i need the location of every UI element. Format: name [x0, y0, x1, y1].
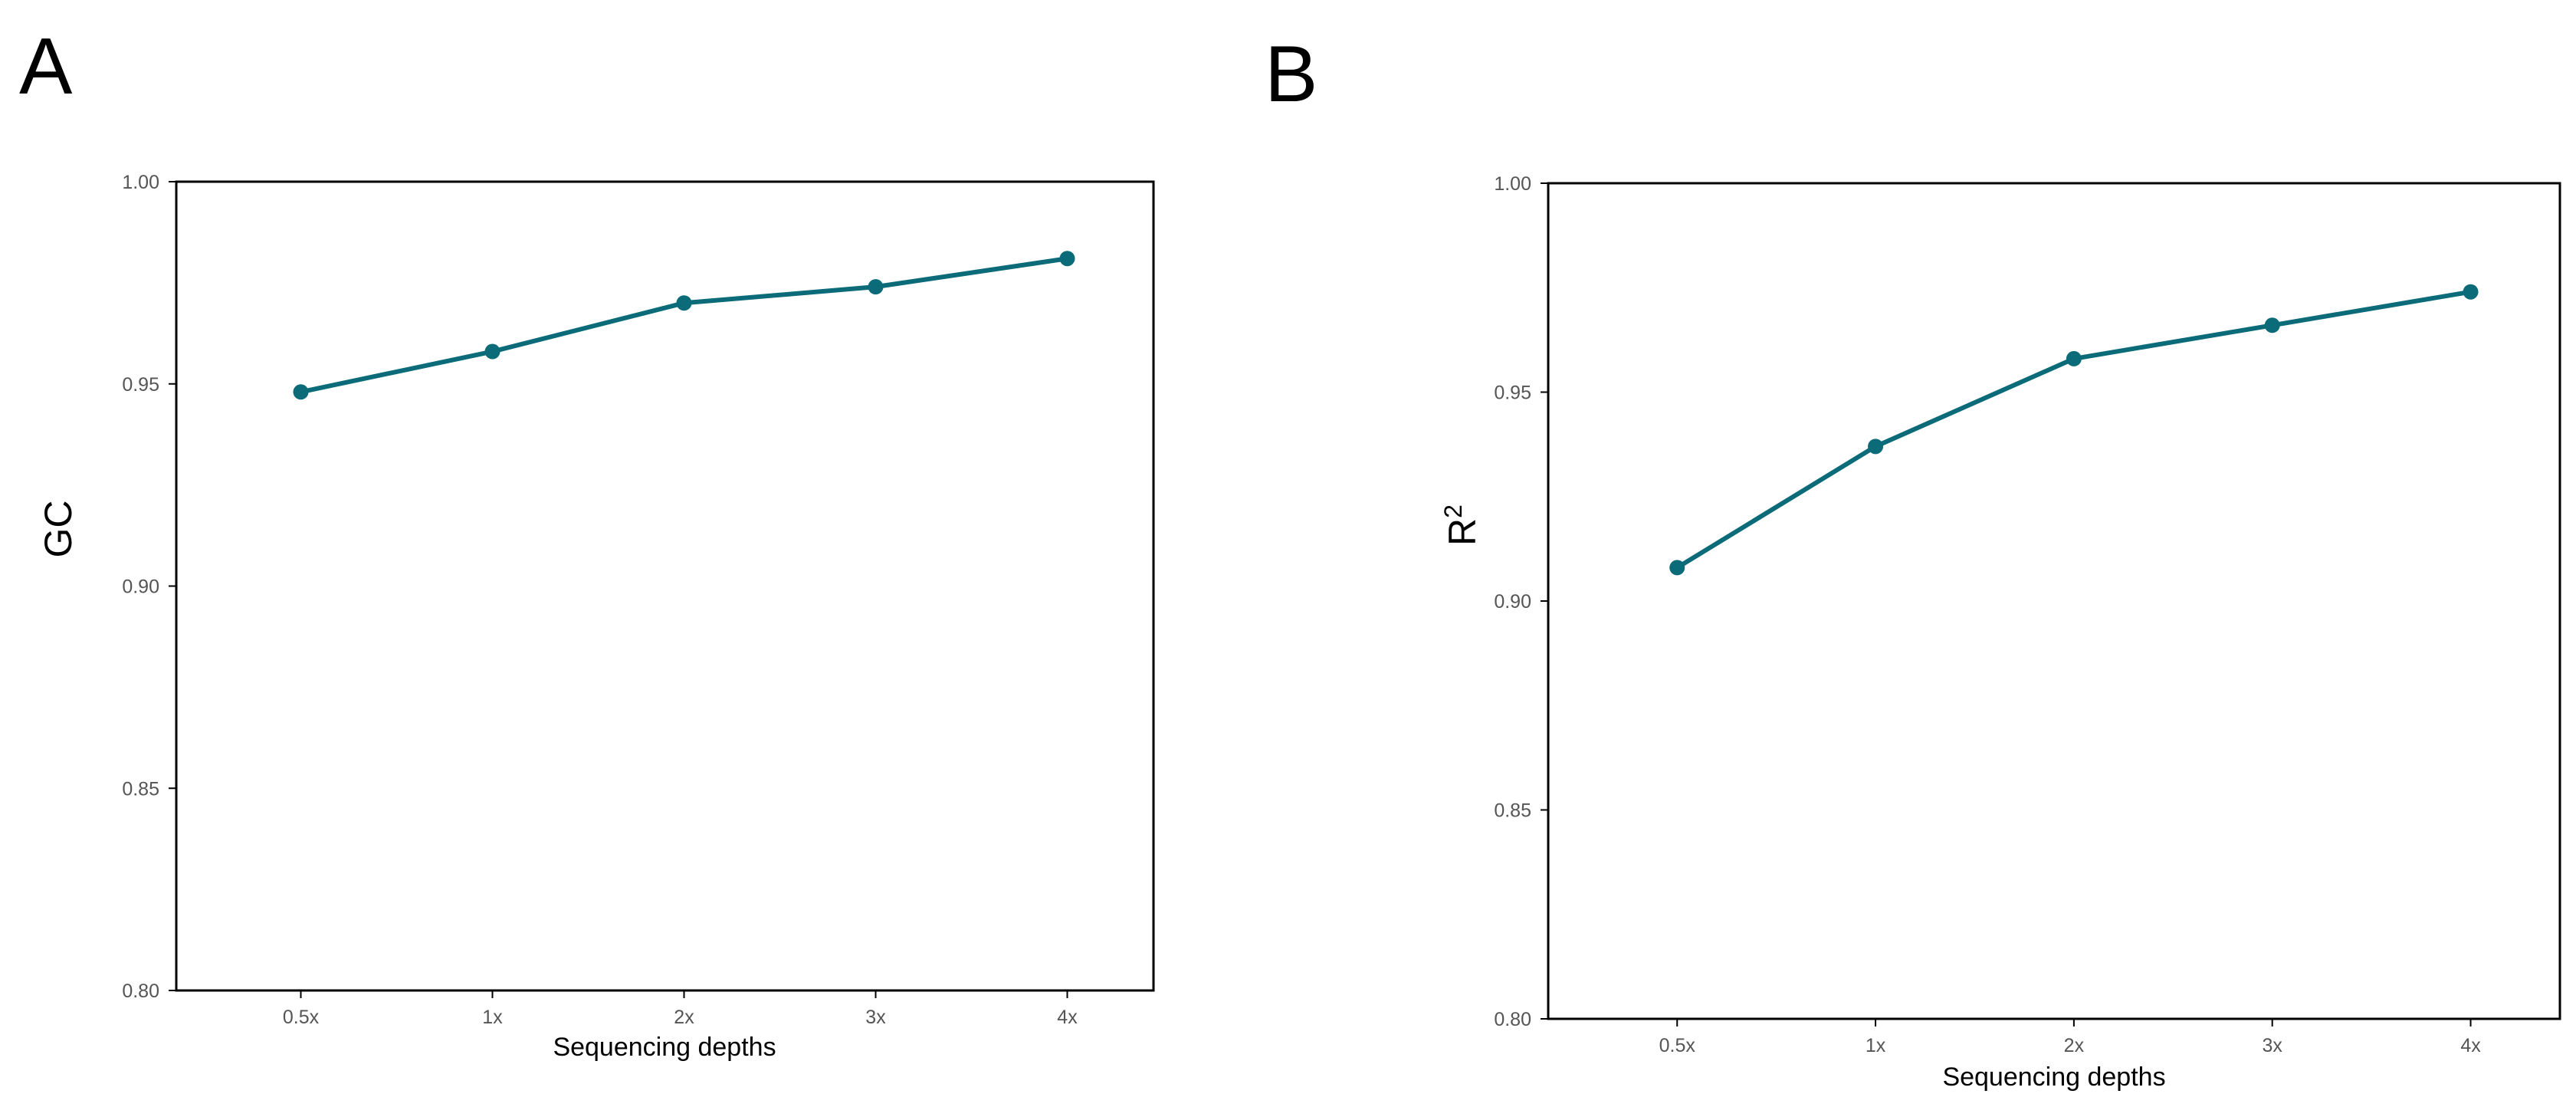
series-a: [293, 251, 1075, 400]
x-tick-label-a-0: 0.5x: [283, 1007, 320, 1028]
chart-panel-b: B 0.80 0.85 0.90 0.95 1.00 0.5x 1x 2x 3x 4x Sequ…: [1265, 30, 2561, 1092]
y-tick-label-b-3: 0.95: [1494, 383, 1531, 404]
x-tick-label-a-3: 3x: [865, 1007, 886, 1028]
series-b: [1669, 284, 2479, 576]
y-tick-label-a-3: 0.95: [122, 374, 159, 396]
plot-frame-b: [1547, 182, 2561, 1020]
y-axis-label-sup-b: 2: [1439, 504, 1467, 518]
data-point-b-3: [2264, 317, 2280, 333]
x-tick-label-b-1: 1x: [1866, 1035, 1886, 1056]
plot-frame-a: [175, 180, 1155, 992]
y-tick-label-a-1: 0.85: [122, 778, 159, 800]
data-point-a-0: [293, 384, 309, 400]
panel-label-a: A: [19, 22, 73, 111]
y-ticks-a: 0.80 0.85 0.90 0.95 1.00: [122, 172, 176, 1002]
x-ticks-b: 0.5x 1x 2x 3x 4x: [1659, 1019, 2481, 1056]
x-axis-label-a: Sequencing depths: [553, 1033, 776, 1062]
data-point-a-4: [1059, 251, 1075, 267]
x-tick-label-b-3: 3x: [2263, 1035, 2283, 1056]
y-tick-label-b-1: 0.85: [1494, 800, 1531, 822]
x-tick-label-b-2: 2x: [2064, 1035, 2085, 1056]
data-point-a-1: [484, 343, 500, 360]
data-point-b-1: [1868, 439, 1884, 455]
x-ticks-a: 0.5x 1x 2x 3x 4x: [283, 990, 1078, 1028]
series-line-b-0: [1675, 289, 2473, 570]
y-tick-label-b-4: 1.00: [1494, 173, 1531, 195]
y-axis-label-b: R2: [1439, 504, 1484, 546]
y-axis-label-a: GC: [37, 501, 80, 558]
data-point-b-4: [2463, 284, 2479, 300]
data-point-b-0: [1669, 560, 1685, 576]
y-tick-label-b-2: 0.90: [1494, 591, 1531, 613]
y-tick-label-a-2: 0.90: [122, 576, 159, 598]
y-tick-label-a-0: 0.80: [122, 981, 159, 1002]
data-point-b-2: [2066, 350, 2082, 366]
y-tick-label-a-4: 1.00: [122, 172, 159, 193]
series-line-a-0: [298, 256, 1070, 395]
x-tick-label-a-1: 1x: [482, 1007, 503, 1028]
y-tick-label-b-0: 0.80: [1494, 1009, 1531, 1030]
x-tick-label-b-4: 4x: [2460, 1035, 2481, 1056]
data-point-a-3: [868, 279, 884, 295]
x-axis-label-b: Sequencing depths: [1942, 1063, 2165, 1092]
x-tick-label-a-4: 4x: [1057, 1007, 1078, 1028]
y-ticks-b: 0.80 0.85 0.90 0.95 1.00: [1494, 173, 1548, 1030]
y-axis-label-main-a: GC: [37, 501, 80, 558]
panel-label-b: B: [1265, 30, 1318, 119]
x-tick-label-a-2: 2x: [674, 1007, 694, 1028]
chart-panel-a: A 0.80 0.85 0.90 0.95 1.00 0.5x 1x 2x 3x 4x Sequ…: [19, 22, 1155, 1062]
y-axis-label-main-b: R: [1441, 518, 1484, 546]
data-point-a-2: [676, 295, 692, 311]
x-tick-label-b-0: 0.5x: [1659, 1035, 1696, 1056]
